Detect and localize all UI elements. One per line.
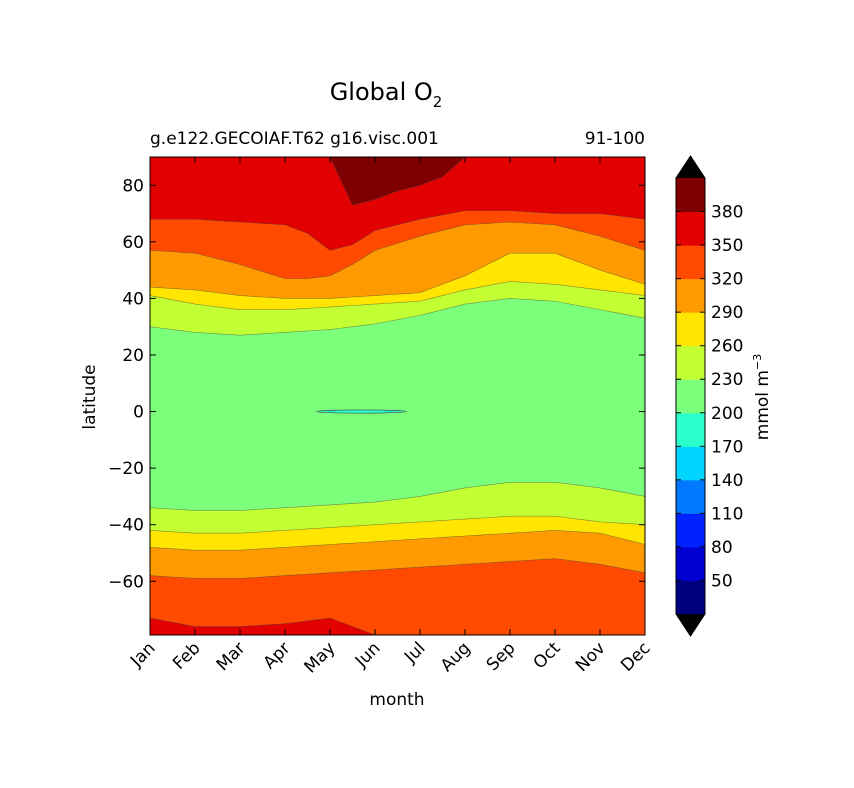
x-tick-label: Dec xyxy=(617,638,654,675)
x-tick-label: Aug xyxy=(437,638,475,676)
colorbar-bin-260 xyxy=(676,312,705,347)
colorbar-extend-max xyxy=(676,156,705,178)
equatorial-sliver xyxy=(316,409,407,414)
x-tick-label: May xyxy=(301,638,340,677)
x-tick-label: Mar xyxy=(213,638,250,675)
colorbar-bin-170 xyxy=(676,412,705,447)
colorbar: 50 80 110 140 170 200 230 260 290 320 350 380 xyxy=(675,155,743,637)
y-tick-label: 20 xyxy=(122,346,144,366)
colorbar-tick-label: 140 xyxy=(711,471,743,491)
plot-area xyxy=(149,156,646,636)
y-tick-label: 80 xyxy=(122,176,144,196)
colorbar-tick-label: 380 xyxy=(711,203,743,223)
colorbar-tick-label: 230 xyxy=(711,370,743,390)
y-tick-label: −60 xyxy=(108,572,144,592)
contour-band-south-320 xyxy=(149,558,646,636)
colorbar-tick-label: 260 xyxy=(711,337,743,357)
x-tick-label: Jan xyxy=(126,638,159,671)
colorbar-bin-230 xyxy=(676,345,705,380)
colorbar-tick-label: 50 xyxy=(711,571,733,591)
x-tick-label: Jul xyxy=(400,638,429,667)
x-tick-label: Apr xyxy=(260,638,295,673)
colorbar-tick-label: 350 xyxy=(711,236,743,256)
colorbar-tick-label: 80 xyxy=(711,538,733,558)
y-tick-label: 0 xyxy=(133,403,144,423)
chart-title: Global O2 xyxy=(330,78,443,111)
colorbar-extend-min xyxy=(676,614,705,636)
y-tick-label: −40 xyxy=(108,516,144,536)
contour-band-north-350 xyxy=(149,156,646,251)
y-tick-label: 40 xyxy=(122,289,144,309)
x-axis-label: month xyxy=(369,690,424,710)
y-tick-label: 60 xyxy=(122,233,144,253)
colorbar-bin-380 xyxy=(676,178,705,213)
colorbar-bin-350 xyxy=(676,211,705,246)
years-subtitle: 91-100 xyxy=(585,129,645,149)
colorbar-bin-200 xyxy=(676,379,705,414)
colorbar-tick-label: 170 xyxy=(711,437,743,457)
colorbar-tick-label: 290 xyxy=(711,303,743,323)
plot-frame xyxy=(149,156,646,636)
x-tick-label: Sep xyxy=(483,638,520,675)
run-name-subtitle: g.e122.GECOIAF.T62 g16.visc.001 xyxy=(150,129,439,149)
colorbar-bin-110 xyxy=(676,479,705,514)
x-tick-label: Nov xyxy=(572,638,610,676)
y-tick-label: −20 xyxy=(108,459,144,479)
contour-band-north-380 xyxy=(329,156,466,206)
colorbar-tick-label: 320 xyxy=(711,270,743,290)
colorbar-bin-140 xyxy=(676,446,705,481)
x-tick-label: Feb xyxy=(169,638,204,673)
colorbar-bin-290 xyxy=(676,278,705,313)
colorbar-label: mmol m−3 xyxy=(751,354,773,440)
x-tick-label: Oct xyxy=(530,638,565,673)
colorbar-bin-20 xyxy=(676,580,705,615)
colorbar-bin-50 xyxy=(676,546,705,581)
colorbar-tick-label: 110 xyxy=(711,504,743,524)
colorbar-bin-80 xyxy=(676,513,705,548)
x-tick-label: Jun xyxy=(351,638,385,672)
colorbar-outline xyxy=(675,155,706,637)
colorbar-tick-label: 200 xyxy=(711,404,743,424)
y-axis-label: latitude xyxy=(80,364,100,429)
colorbar-bin-320 xyxy=(676,245,705,280)
